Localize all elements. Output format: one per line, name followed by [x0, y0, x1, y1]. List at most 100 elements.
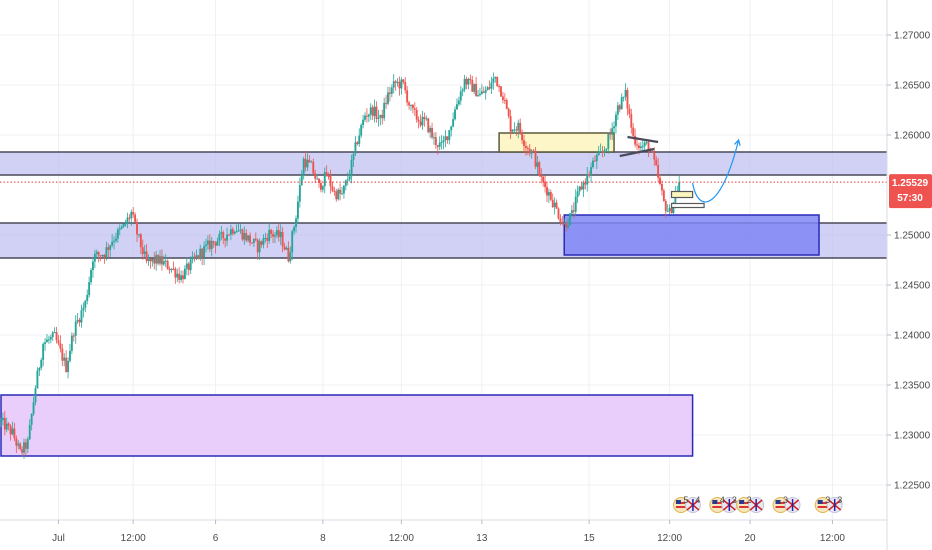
- candle-body: [316, 178, 319, 180]
- target-box-1[interactable]: [670, 190, 694, 199]
- candle-body: [467, 78, 470, 85]
- candle-body: [636, 144, 638, 146]
- candle-body: [528, 148, 531, 154]
- candle-body: [231, 229, 234, 234]
- candle-body: [70, 335, 73, 351]
- candle-body: [155, 255, 158, 264]
- candle-body: [49, 337, 52, 340]
- candle-body: [252, 238, 255, 243]
- economic-event-us-uk[interactable]: 2: [736, 495, 765, 513]
- candle-body: [145, 251, 148, 261]
- candle-body: [212, 240, 215, 243]
- lower-demand-zone[interactable]: [0, 394, 694, 457]
- candle-body: [488, 87, 491, 89]
- candle-body: [670, 207, 673, 213]
- candle-body: [628, 108, 631, 114]
- demand-zone[interactable]: [563, 214, 820, 256]
- candle-body: [427, 118, 430, 133]
- candle-body: [120, 226, 123, 229]
- candle-body: [174, 268, 177, 278]
- candle-body: [312, 161, 315, 174]
- candle-body: [605, 148, 608, 151]
- candle-body: [348, 176, 351, 180]
- candle-body: [208, 240, 211, 250]
- candle-body: [139, 234, 142, 248]
- candle-body: [168, 269, 171, 271]
- candle-body: [72, 335, 75, 337]
- candle-body: [105, 247, 108, 258]
- candle-body: [300, 175, 303, 186]
- candle-body: [618, 105, 621, 110]
- candle-body: [189, 259, 192, 271]
- candle-body: [298, 185, 301, 202]
- candle-body: [507, 108, 510, 117]
- candle-body: [11, 428, 14, 435]
- candle-body: [417, 119, 420, 122]
- candle-body: [132, 211, 135, 215]
- candle-body: [243, 232, 246, 240]
- trendline-lower[interactable]: [619, 147, 655, 158]
- candle-body: [147, 259, 150, 261]
- flag-stripe: [712, 506, 723, 508]
- candle-body: [26, 439, 29, 449]
- price-tick-label: 1.27000: [894, 31, 931, 42]
- candle-body: [289, 252, 292, 262]
- economic-event-uk[interactable]: 3: [772, 495, 801, 513]
- candle-body: [78, 319, 81, 323]
- candle-body: [90, 269, 92, 283]
- candle-body: [331, 186, 334, 191]
- candle-body: [95, 252, 98, 254]
- candle-body: [84, 300, 87, 308]
- candle-body: [65, 357, 68, 372]
- candle-body: [595, 155, 598, 162]
- candle-body: [47, 339, 50, 341]
- candle-body: [469, 78, 472, 81]
- candle-body: [318, 178, 320, 183]
- candle-body: [660, 184, 663, 191]
- candle-body: [643, 142, 646, 147]
- candle-body: [92, 261, 94, 270]
- event-count-1: 3: [825, 495, 830, 505]
- price-tick-label: 1.24000: [894, 331, 931, 342]
- candle-body: [482, 91, 485, 93]
- projection-arrow[interactable]: [692, 139, 740, 203]
- candle-body: [291, 231, 294, 253]
- candle-body: [99, 255, 102, 257]
- candle-body: [611, 128, 614, 135]
- candle-body: [251, 242, 253, 244]
- candle-body: [199, 248, 202, 259]
- candle-body: [287, 247, 290, 262]
- countdown-label: 57:30: [897, 193, 923, 204]
- candle-body: [69, 350, 71, 361]
- candle-body: [166, 260, 169, 270]
- candle-body: [473, 84, 476, 92]
- drawing-tools[interactable]: [0, 135, 887, 209]
- trendline-upper[interactable]: [627, 135, 659, 144]
- candle-body: [534, 150, 537, 167]
- price-axis[interactable]: 1.27000 1.26500 1.26000 1.25000 1.24500 1.240…: [887, 31, 931, 492]
- candle-body: [544, 181, 547, 188]
- candle-body: [634, 135, 637, 145]
- candle-body: [210, 240, 213, 250]
- supply-zone[interactable]: [498, 132, 615, 153]
- candle-body: [118, 228, 121, 230]
- candle-body: [206, 240, 209, 245]
- time-tick-label: Jul: [52, 533, 65, 544]
- drawn-zones[interactable]: [0, 132, 887, 457]
- candle-body: [375, 106, 378, 119]
- time-axis[interactable]: Jul 12:00 6 8 12:00 13 15 12:00 20 12:00: [52, 520, 845, 544]
- candle-body: [53, 332, 56, 334]
- candle-body: [304, 158, 307, 168]
- target-box-2[interactable]: [670, 202, 705, 209]
- upper-resistance-band[interactable]: [0, 152, 887, 175]
- candle-body: [549, 192, 552, 200]
- candle-body: [456, 104, 458, 110]
- candle-body: [478, 93, 481, 96]
- candle-body: [626, 90, 629, 109]
- candle-body: [57, 340, 60, 344]
